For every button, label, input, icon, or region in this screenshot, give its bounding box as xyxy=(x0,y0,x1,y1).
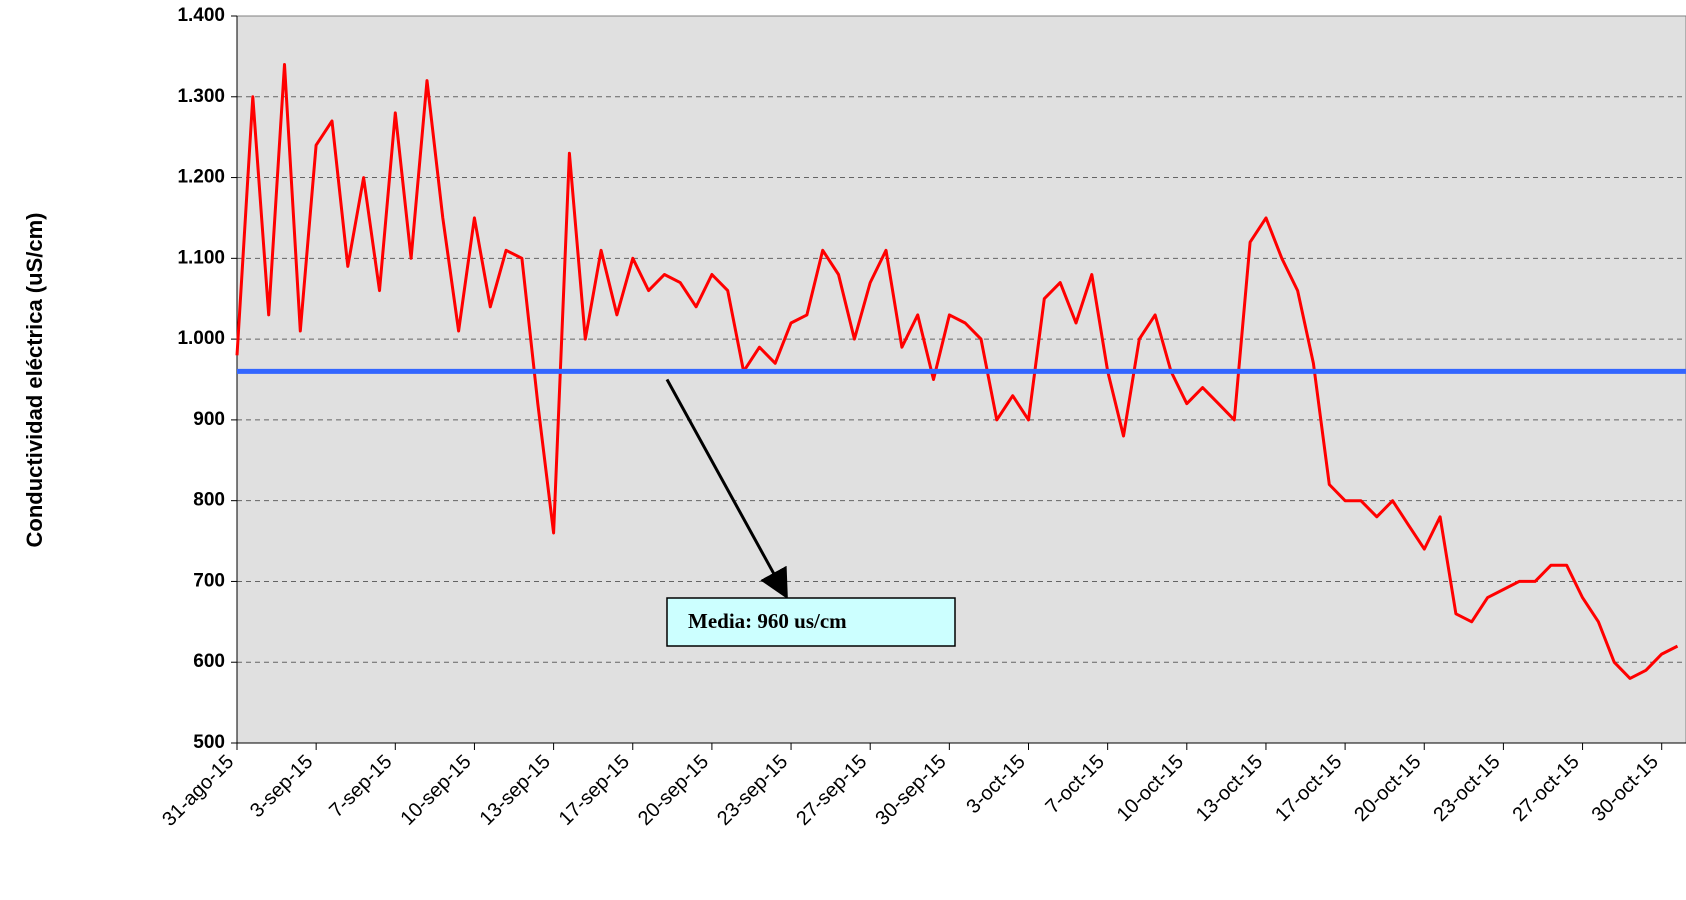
x-tick-label: 20-sep-15 xyxy=(634,751,713,830)
y-tick-label: 500 xyxy=(193,732,225,753)
plot-area xyxy=(236,15,1686,744)
x-tick-label: 13-oct-15 xyxy=(1192,751,1267,826)
y-tick-label: 900 xyxy=(193,409,225,430)
x-tick-label: 20-oct-15 xyxy=(1350,751,1425,826)
x-tick-label: 3-oct-15 xyxy=(962,751,1029,818)
annotation-text: Media: 960 us/cm xyxy=(688,609,847,633)
y-tick-label: 1.200 xyxy=(177,167,225,188)
x-tick-label: 23-sep-15 xyxy=(713,751,792,830)
x-tick-label: 17-sep-15 xyxy=(555,751,634,830)
x-tick-label: 30-oct-15 xyxy=(1588,751,1663,826)
y-axis-label: Conductividad eléctrica (uS/cm) xyxy=(22,213,47,548)
x-tick-label: 3-sep-15 xyxy=(246,751,317,822)
x-tick-label: 23-oct-15 xyxy=(1429,751,1504,826)
annotation-arrow xyxy=(665,378,788,600)
x-tick-label: 30-sep-15 xyxy=(871,751,950,830)
y-tick-label: 1.100 xyxy=(177,247,225,268)
y-tick-label: 700 xyxy=(193,570,225,591)
y-tick-label: 1.400 xyxy=(177,5,225,26)
x-tick-label: 10-sep-15 xyxy=(396,751,475,830)
y-tick-label: 1.300 xyxy=(177,86,225,107)
x-tick-label: 27-sep-15 xyxy=(792,751,871,830)
x-tick-label: 7-sep-15 xyxy=(325,751,396,822)
x-tick-label: 31-ago-15 xyxy=(158,751,238,831)
x-tick-label: 10-oct-15 xyxy=(1113,751,1188,826)
x-tick-label: 27-oct-15 xyxy=(1509,751,1584,826)
y-tick-label: 1.000 xyxy=(177,328,225,349)
y-tick-label: 800 xyxy=(193,490,225,511)
data-line xyxy=(235,63,1679,680)
x-tick-label: 17-oct-15 xyxy=(1271,751,1346,826)
annotation-box xyxy=(666,597,956,647)
y-tick-label: 600 xyxy=(193,651,225,672)
x-tick-label: 7-oct-15 xyxy=(1041,751,1108,818)
x-tick-label: 13-sep-15 xyxy=(476,751,555,830)
